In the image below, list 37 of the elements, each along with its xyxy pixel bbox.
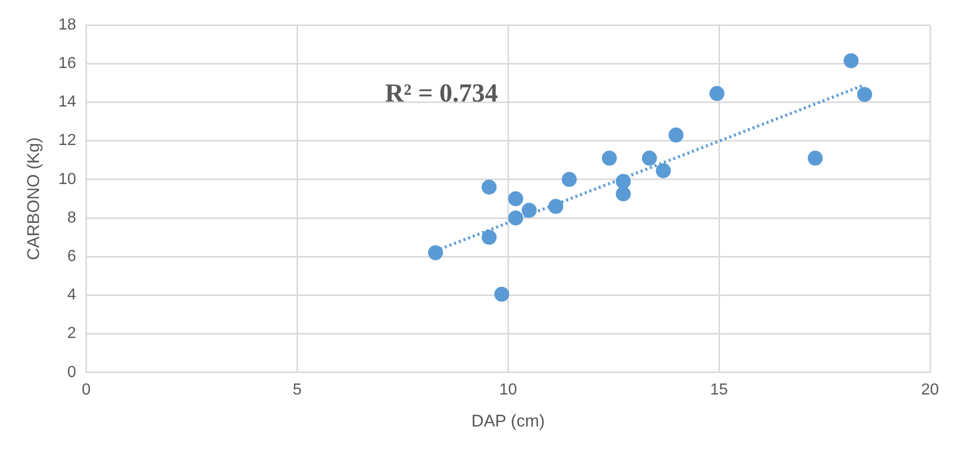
point: [616, 174, 631, 189]
point: [808, 150, 823, 166]
point: [642, 150, 657, 166]
x-tick-label: 10: [499, 381, 518, 398]
y-tick-label: 4: [67, 286, 76, 304]
y-tick-label: 12: [58, 132, 76, 150]
point: [562, 172, 577, 187]
point: [602, 150, 617, 166]
y-tick-label: 16: [58, 55, 76, 72]
point: [508, 210, 524, 226]
point: [428, 245, 444, 260]
y-tick-label: 6: [67, 248, 76, 266]
point: [656, 163, 671, 178]
y-tick-label: 0: [67, 364, 76, 381]
y-tick-label: 2: [67, 325, 76, 342]
point: [668, 128, 684, 143]
point: [548, 198, 564, 214]
y-tick-label: 10: [58, 170, 76, 188]
point: [844, 53, 859, 68]
x-tick-label: 15: [710, 381, 728, 398]
point: [494, 286, 510, 302]
x-tick-label: 0: [82, 381, 91, 398]
point: [508, 191, 524, 206]
point: [857, 86, 872, 102]
point: [522, 202, 537, 218]
point: [482, 230, 497, 245]
x-tick-label: 5: [292, 381, 302, 398]
point: [616, 186, 631, 202]
x-axis-title: DAP (cm): [471, 411, 545, 430]
y-tick-label: 8: [67, 209, 76, 226]
y-tick-label: 18: [58, 16, 76, 34]
y-axis-title: CARBONO (Kg): [24, 137, 43, 260]
annotation: R² = 0.734: [385, 78, 498, 108]
point: [709, 86, 724, 102]
y-tick-label: 14: [58, 94, 76, 111]
point: [482, 180, 497, 195]
x-tick-label: 20: [921, 381, 939, 398]
